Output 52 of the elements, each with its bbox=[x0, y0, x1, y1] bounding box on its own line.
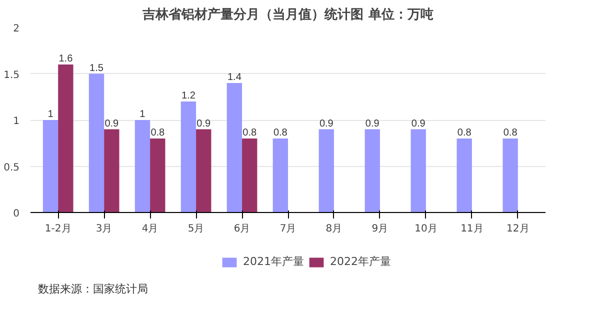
bar bbox=[42, 120, 58, 212]
data-label: 0.8 bbox=[242, 128, 257, 138]
x-tick-label: 8月 bbox=[326, 224, 342, 234]
data-label: 0.9 bbox=[319, 118, 334, 130]
bar bbox=[502, 138, 518, 212]
x-tick-label: 5月 bbox=[188, 224, 204, 234]
y-tick-label: 0.5 bbox=[4, 162, 20, 174]
chart-title: 吉林省铝材产量分月（当月值）统计图 单位：万吨 bbox=[142, 6, 434, 22]
y-tick-label: 1 bbox=[13, 116, 20, 127]
y-tick-label: 0 bbox=[13, 208, 20, 220]
data-label: 0.9 bbox=[411, 118, 426, 130]
bar bbox=[242, 138, 258, 212]
legend-label: 2022年产量 bbox=[330, 254, 391, 269]
bar bbox=[180, 102, 196, 212]
x-tick-label: 6月 bbox=[234, 224, 250, 234]
data-label: 0.9 bbox=[104, 118, 120, 130]
data-label: 0.9 bbox=[365, 118, 380, 130]
bar bbox=[134, 120, 150, 212]
data-label: 1 bbox=[48, 109, 54, 120]
bar bbox=[364, 129, 380, 212]
data-label: 0.8 bbox=[273, 128, 288, 138]
bar bbox=[88, 74, 104, 212]
bar bbox=[104, 129, 120, 212]
x-tick-label: 3月 bbox=[96, 224, 112, 234]
bar bbox=[58, 64, 74, 212]
bar bbox=[456, 138, 472, 212]
data-label: 1 bbox=[140, 109, 146, 120]
x-tick-label: 12月 bbox=[506, 224, 530, 234]
data-label: 0.8 bbox=[457, 128, 472, 138]
bar bbox=[196, 129, 212, 212]
bar bbox=[272, 138, 288, 212]
data-label: 1.5 bbox=[90, 62, 104, 74]
data-label: 0.8 bbox=[503, 128, 518, 138]
data-label: 0.8 bbox=[150, 128, 166, 138]
data-label: 1.4 bbox=[227, 72, 242, 83]
x-tick-label: 4月 bbox=[142, 224, 158, 234]
legend-label: 2021年产量 bbox=[243, 254, 304, 269]
source-note: 数据来源：国家统计局 bbox=[38, 282, 148, 296]
data-label: 0.9 bbox=[196, 118, 212, 130]
bar bbox=[226, 83, 242, 212]
x-tick-label: 1-2月 bbox=[44, 224, 72, 234]
y-tick-label: 2 bbox=[13, 24, 20, 34]
x-tick-label: 7月 bbox=[280, 224, 296, 234]
bar bbox=[150, 138, 166, 212]
x-tick-label: 11月 bbox=[460, 224, 484, 234]
x-tick-label: 9月 bbox=[372, 224, 388, 234]
y-tick-label: 1.5 bbox=[4, 70, 20, 81]
x-tick-label: 10月 bbox=[414, 224, 438, 234]
data-label: 1.2 bbox=[182, 90, 196, 102]
bar bbox=[410, 129, 426, 212]
bar bbox=[318, 129, 334, 212]
data-label: 1.6 bbox=[58, 54, 74, 64]
